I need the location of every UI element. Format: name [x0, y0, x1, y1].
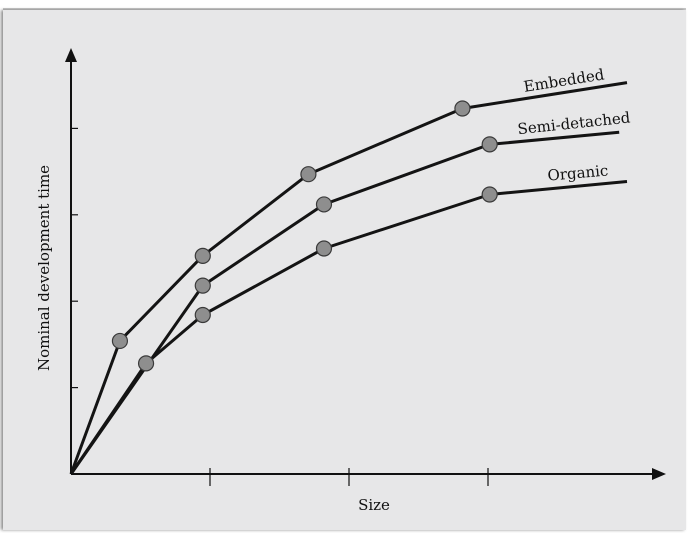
y-axis-arrowhead: [65, 48, 77, 62]
x-axis-arrowhead: [652, 468, 666, 480]
series-line-organic: [69, 180, 628, 475]
point-organic-1: [137, 355, 155, 372]
point-organic-3: [315, 240, 333, 257]
x-axis-label: Size: [358, 496, 390, 514]
point-semi-detached-1: [194, 277, 211, 294]
panel-top-edge: [3, 8, 686, 10]
series-lines: [69, 81, 628, 475]
point-organic-4: [481, 186, 498, 203]
series-line-semi-detached: [69, 130, 620, 475]
point-semi-detached-3: [481, 136, 498, 153]
point-embedded-3: [300, 166, 317, 183]
axes: [65, 48, 666, 480]
point-embedded-4: [454, 100, 471, 117]
chart-panel: [3, 10, 686, 530]
series-label-organic: Organic: [547, 161, 609, 184]
point-embedded-1: [111, 332, 129, 350]
point-semi-detached-2: [315, 196, 333, 213]
point-embedded-2: [194, 247, 211, 264]
tick-marks: [71, 127, 489, 486]
y-axis-label: Nominal development time: [35, 165, 53, 371]
point-organic-2: [194, 306, 211, 324]
data-points: [111, 100, 498, 372]
series-line-embedded: [69, 81, 628, 475]
